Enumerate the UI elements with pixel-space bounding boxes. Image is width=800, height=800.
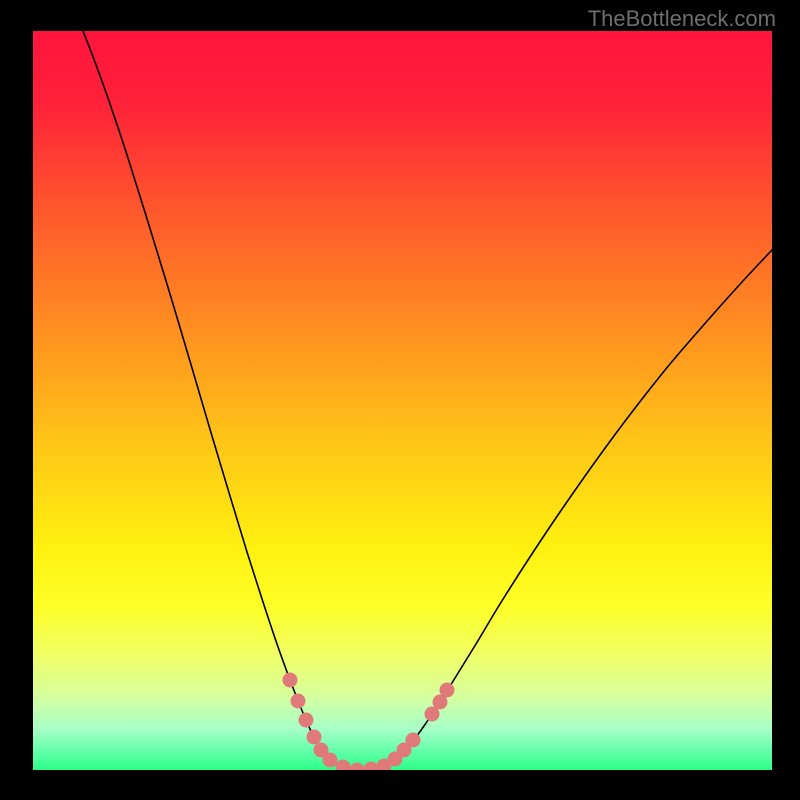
curve-marker [350, 763, 365, 778]
curve-marker [440, 683, 455, 698]
curve-marker [283, 673, 298, 688]
plot-background [33, 31, 772, 770]
curve-marker [406, 733, 421, 748]
curve-marker [364, 762, 379, 777]
curve-marker [323, 753, 338, 768]
curve-marker [299, 713, 314, 728]
bottleneck-curve-chart [0, 0, 800, 800]
curve-marker [291, 694, 306, 709]
curve-marker [307, 730, 322, 745]
curve-marker [336, 760, 351, 775]
chart-stage: TheBottleneck.com [0, 0, 800, 800]
